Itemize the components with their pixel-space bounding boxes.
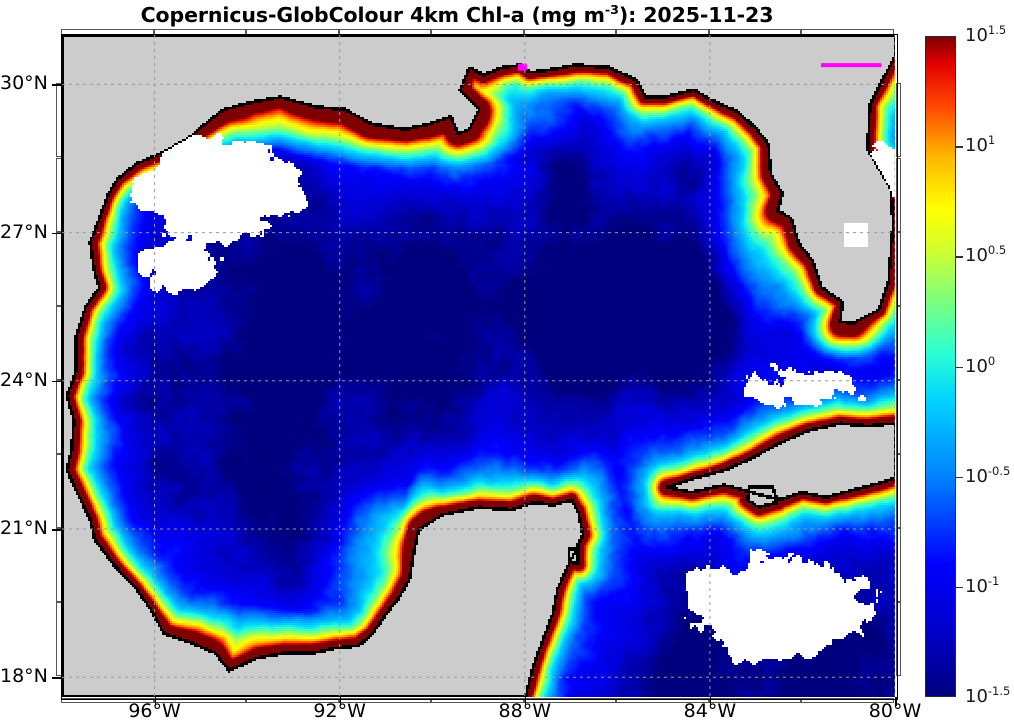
frame-ruler-segment: [616, 29, 709, 35]
y-tick-label: 30°N: [0, 72, 48, 95]
frame-ruler-segment: [431, 29, 524, 35]
colorbar-tick-mark: [956, 586, 963, 589]
colorbar-tick-exponent: 0: [987, 353, 996, 368]
colorbar-tick-mantissa: 10: [965, 686, 988, 707]
y-tick-mark: [52, 677, 62, 679]
frame-ruler-segment: [895, 528, 901, 603]
frame-ruler-segment: [61, 29, 154, 35]
frame-ruler-segment: [895, 453, 901, 529]
title-suffix: ): 2025-11-23: [618, 2, 774, 27]
x-tick-label: 92°W: [313, 700, 366, 722]
colorbar-tick-mantissa: 10: [965, 465, 988, 487]
y-tick-label: 24°N: [0, 368, 48, 391]
y-tick-mark: [52, 84, 62, 86]
y-tick-mark: [52, 232, 62, 235]
colorbar-tick-exponent: 0.5: [987, 243, 1007, 258]
frame-ruler-segment: [56, 528, 62, 603]
x-tick-label: 88°W: [498, 700, 551, 722]
frame-ruler-segment: [56, 379, 62, 454]
frame-ruler-segment: [523, 29, 617, 35]
frame-ruler-segment: [56, 157, 62, 232]
colorbar-tick-mark: [956, 476, 963, 479]
title-prefix: Copernicus-GlobColour 4km Chl-a (mg m: [140, 2, 605, 27]
x-tick-label: 80°W: [868, 700, 922, 722]
colorbar-tick-mark: [956, 256, 963, 258]
colorbar-tick-exponent: 1.5: [987, 23, 1007, 37]
page-title: Copernicus-GlobColour 4km Chl-a (mg m-3)…: [0, 2, 914, 27]
frame-ruler-segment: [895, 83, 901, 158]
frame-ruler-segment: [56, 602, 62, 677]
frame-ruler-segment: [801, 29, 894, 35]
colorbar-tick-mark: [956, 366, 963, 368]
frame-ruler-segment: [895, 602, 901, 677]
colorbar[interactable]: [925, 36, 956, 697]
x-tick-mark: [895, 697, 897, 706]
frame-ruler-segment: [153, 29, 247, 35]
x-tick-label: 84°W: [683, 700, 737, 722]
y-tick-mark: [52, 529, 62, 531]
colorbar-gradient: [926, 37, 955, 696]
colorbar-tick-mantissa: 10: [965, 575, 988, 597]
colorbar-tick-label: 100.5: [965, 243, 1006, 266]
colorbar-tick-label: 100: [965, 354, 995, 377]
colorbar-tick-label: 101: [965, 133, 995, 156]
frame-ruler-segment: [56, 83, 62, 158]
colorbar-tick-mantissa: 10: [965, 245, 988, 267]
x-tick-mark: [524, 697, 527, 706]
x-tick-mark: [709, 697, 712, 706]
map-plot-area[interactable]: [62, 35, 895, 697]
y-tick-label: 18°N: [0, 665, 48, 688]
chlorophyll-raster: [62, 35, 895, 697]
x-tick-mark: [339, 697, 342, 706]
colorbar-tick-mantissa: 10: [965, 25, 988, 46]
frame-ruler-segment: [338, 29, 432, 35]
y-tick-label: 21°N: [0, 517, 48, 540]
frame-ruler-segment: [895, 379, 901, 454]
frame-ruler-segment: [895, 157, 901, 232]
colorbar-tick-exponent: -1.5: [987, 684, 1011, 698]
y-tick-label: 27°N: [0, 220, 48, 243]
frame-ruler-segment: [56, 305, 62, 380]
colorbar-tick-exponent: 1: [987, 133, 996, 148]
colorbar-tick-label: 101.5: [965, 23, 1006, 46]
y-tick-mark: [52, 380, 62, 383]
frame-ruler-segment: [56, 231, 62, 306]
frame-ruler-segment: [895, 305, 901, 380]
colorbar-tick-label: 10-0.5: [965, 464, 1010, 487]
frame-ruler-segment: [56, 453, 62, 529]
colorbar-tick-mark: [956, 146, 963, 148]
colorbar-tick-label: 10-1.5: [965, 684, 1010, 707]
x-tick-mark: [154, 697, 157, 706]
frame-ruler-segment: [246, 29, 339, 35]
colorbar-tick-label: 10-1: [965, 574, 999, 597]
colorbar-tick-exponent: -0.5: [987, 463, 1011, 478]
frame-ruler-segment: [708, 29, 802, 35]
x-tick-label: 96°W: [128, 700, 181, 722]
colorbar-tick-mantissa: 10: [965, 355, 988, 377]
colorbar-tick-mantissa: 10: [965, 135, 988, 157]
title-exponent: -3: [604, 2, 619, 17]
colorbar-tick-exponent: -1: [987, 573, 1000, 588]
frame-ruler-segment: [895, 231, 901, 306]
